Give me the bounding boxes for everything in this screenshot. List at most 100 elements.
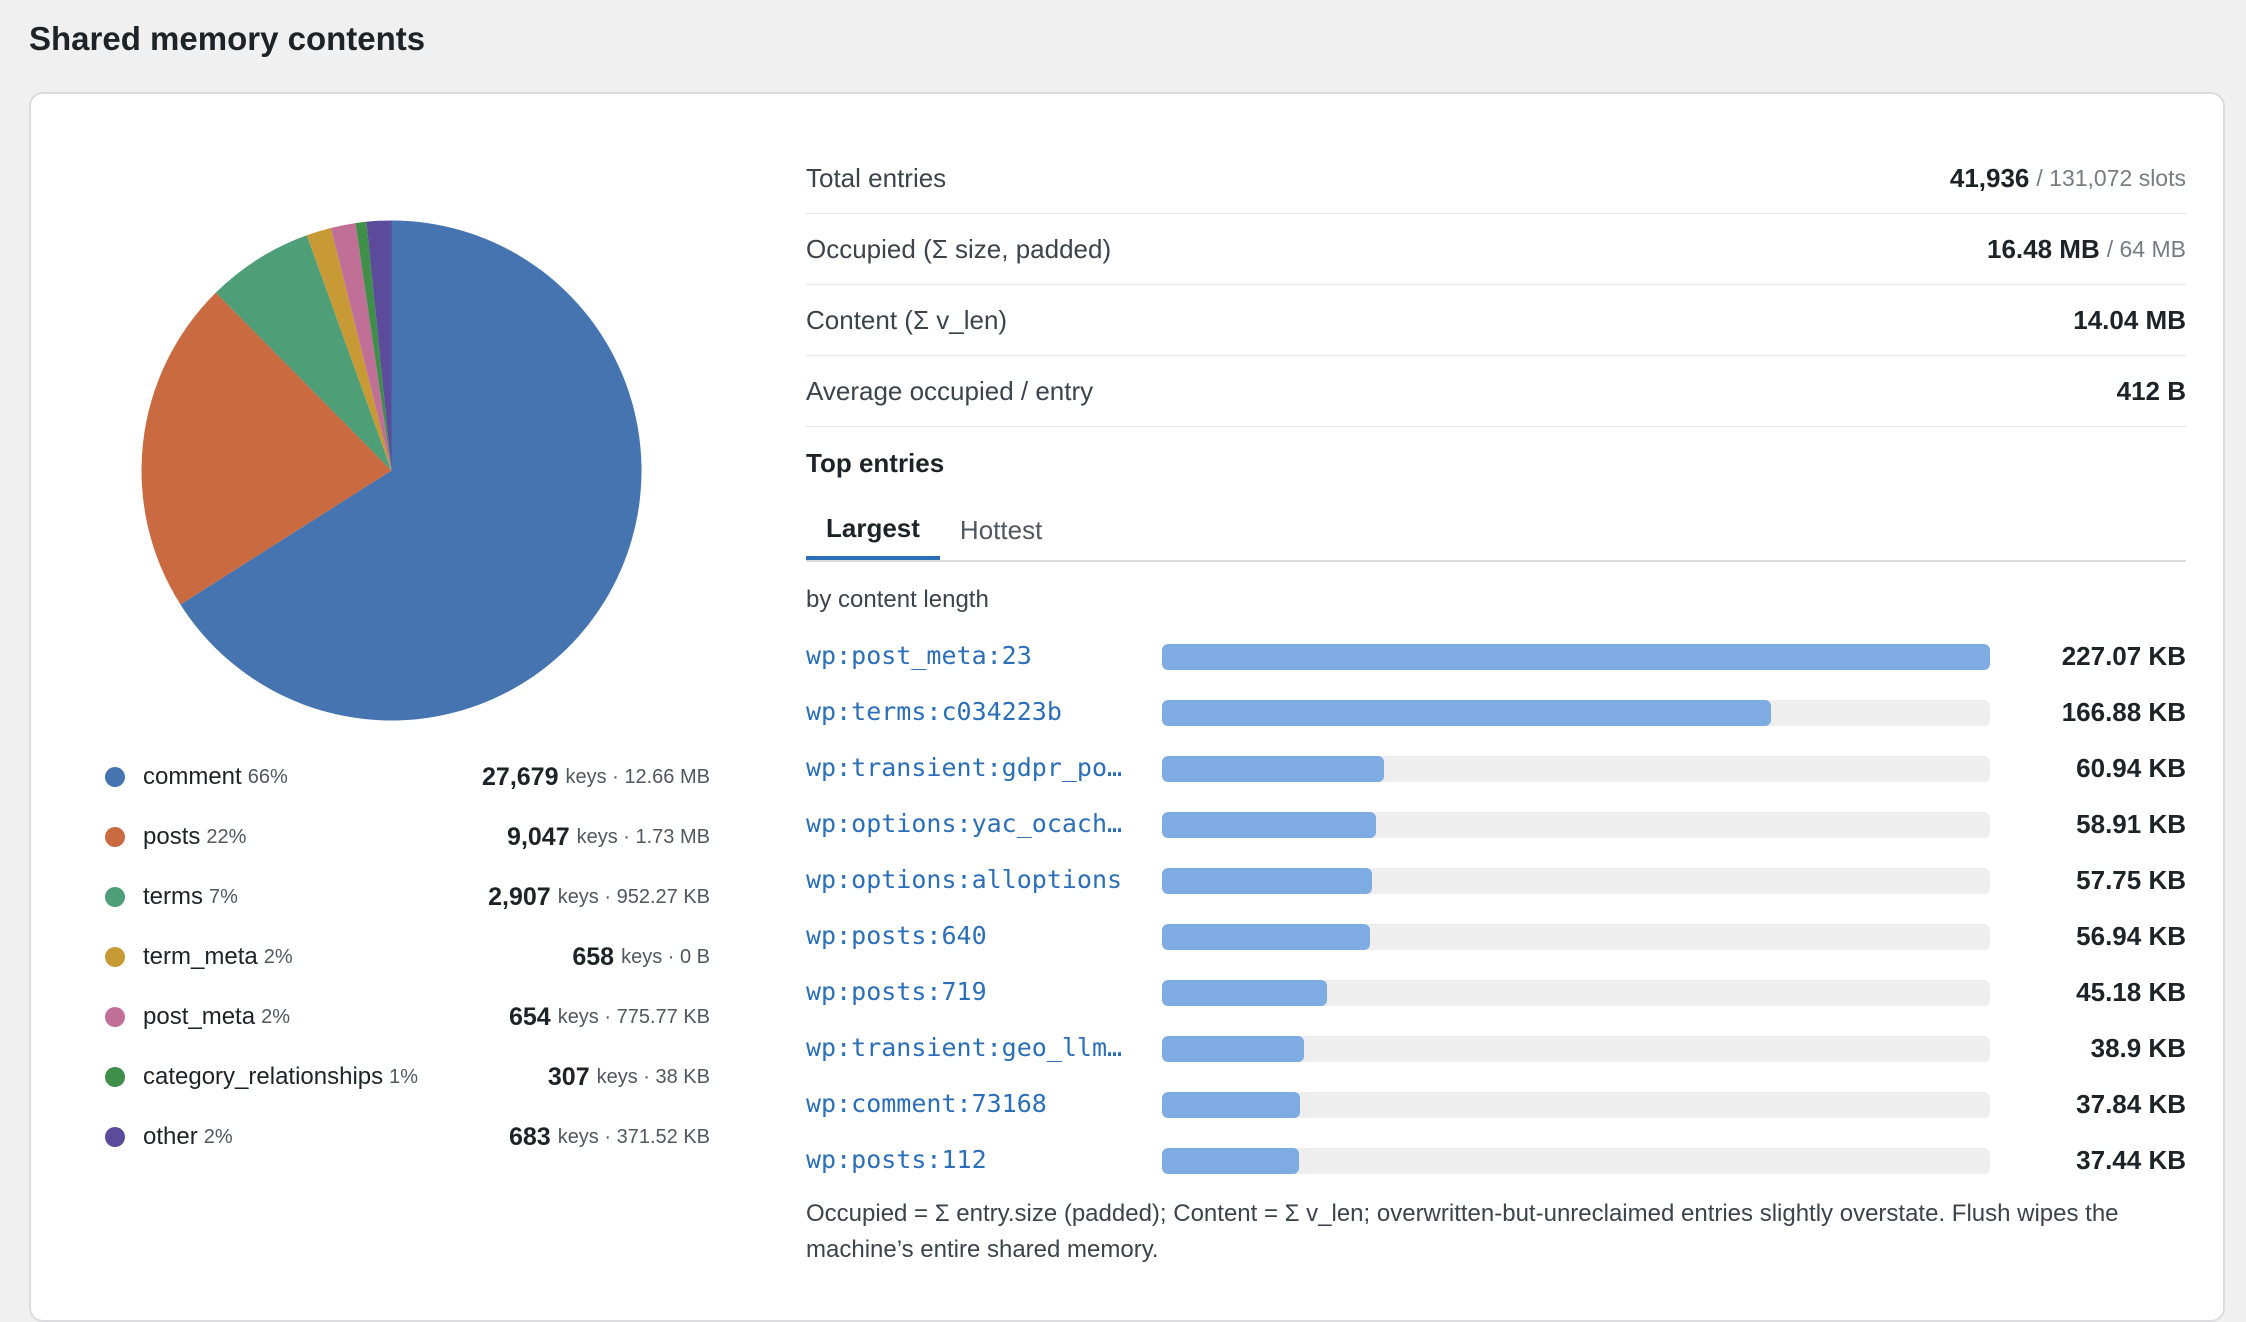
entry-size-bar [1162, 980, 1990, 1006]
entry-size: 57.75 KB [2076, 865, 2186, 895]
entry-size-bar [1162, 868, 1990, 894]
legend-swatch [105, 1127, 125, 1147]
legend-name: posts [143, 823, 201, 850]
legend-item-comment: comment 66% 27,679 keys · 12.66 MB [105, 747, 710, 807]
entry-size: 56.94 KB [2076, 921, 2186, 951]
entry-key-link[interactable]: wp:options:alloptions [806, 865, 1123, 894]
top-entries-heading: Top entries [806, 448, 945, 478]
entry-row: wp:options:yac_ocach… 58.91 KB [806, 796, 2186, 852]
legend-swatch [105, 767, 125, 787]
entry-key-link[interactable]: wp:options:yac_ocach… [806, 809, 1123, 838]
stat-value: 412 B [2116, 375, 2186, 406]
legend-key-count: 2,907 [488, 882, 551, 911]
legend-percent: 2% [261, 1005, 290, 1028]
stat-label: Total entries [806, 162, 947, 193]
footnote: Occupied = Σ entry.size (padded); Conten… [806, 1200, 2119, 1263]
page-title: Shared memory contents [29, 20, 426, 57]
legend-percent: 66% [247, 765, 288, 788]
entry-size-bar-fill [1162, 812, 1377, 838]
entry-key-link[interactable]: wp:posts:640 [806, 921, 987, 950]
legend-swatch [105, 887, 125, 907]
entry-size-bar [1162, 812, 1990, 838]
tab-largest[interactable]: Largest [806, 500, 940, 560]
entry-key-link[interactable]: wp:terms:c034223b [806, 697, 1062, 726]
pie-slice-category-relationships [355, 221, 392, 471]
entry-row: wp:post_meta:23 227.07 KB [806, 628, 2186, 684]
entry-key-link[interactable]: wp:posts:112 [806, 1145, 987, 1174]
entry-size: 58.91 KB [2076, 809, 2186, 839]
entry-size: 38.9 KB [2090, 1033, 2186, 1063]
top-entries-list: wp:post_meta:23 227.07 KB wp:terms:c0342… [806, 628, 2186, 1188]
legend-percent: 7% [209, 885, 238, 908]
legend-name: other [143, 1123, 198, 1150]
entry-key-link[interactable]: wp:transient:gdpr_po… [806, 753, 1123, 782]
legend-percent: 2% [263, 945, 293, 968]
entry-size-bar [1162, 644, 1990, 670]
legend-swatch [105, 1067, 125, 1087]
pie-slice-term-meta [306, 227, 392, 471]
pie-slice-terms [215, 235, 392, 471]
stat-value: 14.04 MB [2073, 304, 2186, 335]
entry-row: wp:transient:gdpr_po… 60.94 KB [806, 740, 2186, 796]
pie-slice-other [366, 220, 392, 471]
stats-table: Total entries 41,936 / 131,072 slots Occ… [806, 143, 2186, 427]
entry-key-link[interactable]: wp:post_meta:23 [806, 641, 1032, 670]
entry-row: wp:transient:geo_llm… 38.9 KB [806, 1020, 2186, 1076]
pie-svg [141, 220, 642, 721]
entry-size-bar-fill [1162, 1036, 1304, 1062]
legend-size: keys · 0 B [621, 945, 710, 968]
legend-item-terms: terms 7% 2,907 keys · 952.27 KB [105, 867, 710, 927]
entry-size: 166.88 KB [2061, 697, 2186, 727]
tab-hottest[interactable]: Hottest [959, 514, 1043, 545]
stat-content: Content (Σ v_len) 14.04 MB [806, 285, 2186, 356]
legend-percent: 1% [389, 1065, 419, 1088]
legend-size: keys · 775.77 KB [557, 1005, 710, 1028]
stat-capacity: / 64 MB [2106, 235, 2186, 262]
entry-row: wp:posts:640 56.94 KB [806, 908, 2186, 964]
legend-name: post_meta [143, 1003, 256, 1030]
legend-item-post-meta: post_meta 2% 654 keys · 775.77 KB [105, 987, 710, 1047]
legend-name: comment [143, 763, 242, 790]
entry-size-bar-fill [1162, 644, 1990, 670]
category-legend: comment 66% 27,679 keys · 12.66 MB posts… [105, 747, 710, 1167]
entry-row: wp:comment:73168 37.84 KB [806, 1076, 2186, 1132]
entry-key-link[interactable]: wp:posts:719 [806, 977, 987, 1006]
entry-size: 37.84 KB [2076, 1089, 2186, 1119]
legend-key-count: 27,679 [482, 762, 559, 791]
entry-row: wp:terms:c034223b 166.88 KB [806, 684, 2186, 740]
legend-name: terms [143, 883, 203, 910]
legend-size: keys · 38 KB [596, 1065, 710, 1088]
legend-name: category_relationships [143, 1063, 384, 1090]
legend-size: keys · 371.52 KB [557, 1125, 710, 1148]
entry-size-bar-fill [1162, 1092, 1301, 1118]
pie-slice-post-meta [330, 223, 392, 471]
top-entries-tabs: Largest Hottest [806, 500, 2186, 562]
stat-average: Average occupied / entry 412 B [806, 356, 2186, 427]
entry-key-link[interactable]: wp:transient:geo_llm… [806, 1033, 1123, 1062]
sort-caption: by content length [806, 586, 989, 613]
entry-key-link[interactable]: wp:comment:73168 [806, 1089, 1047, 1118]
entry-row: wp:posts:719 45.18 KB [806, 964, 2186, 1020]
entry-size-bar-fill [1162, 980, 1327, 1006]
legend-key-count: 307 [547, 1062, 590, 1091]
entry-size: 227.07 KB [2061, 641, 2186, 671]
stat-label: Average occupied / entry [806, 375, 1094, 406]
entry-size-bar-fill [1162, 700, 1771, 726]
stat-capacity: / 131,072 slots [2036, 164, 2186, 191]
legend-item-posts: posts 22% 9,047 keys · 1.73 MB [105, 807, 710, 867]
entry-size-bar [1162, 1092, 1990, 1118]
legend-swatch [105, 1007, 125, 1027]
entry-size-bar [1162, 700, 1990, 726]
legend-percent: 2% [203, 1125, 233, 1148]
entry-size: 60.94 KB [2076, 753, 2186, 783]
legend-size: keys · 12.66 MB [565, 765, 710, 788]
stat-occupied: Occupied (Σ size, padded) 16.48 MB / 64 … [806, 214, 2186, 285]
legend-size: keys · 952.27 KB [557, 885, 710, 908]
entry-size-bar [1162, 1036, 1990, 1062]
entry-row: wp:posts:112 37.44 KB [806, 1132, 2186, 1188]
entry-size: 45.18 KB [2076, 977, 2186, 1007]
entry-row: wp:options:alloptions 57.75 KB [806, 852, 2186, 908]
entry-size-bar-fill [1162, 1148, 1299, 1174]
legend-key-count: 658 [572, 942, 615, 971]
pie-slice-posts [141, 292, 392, 605]
